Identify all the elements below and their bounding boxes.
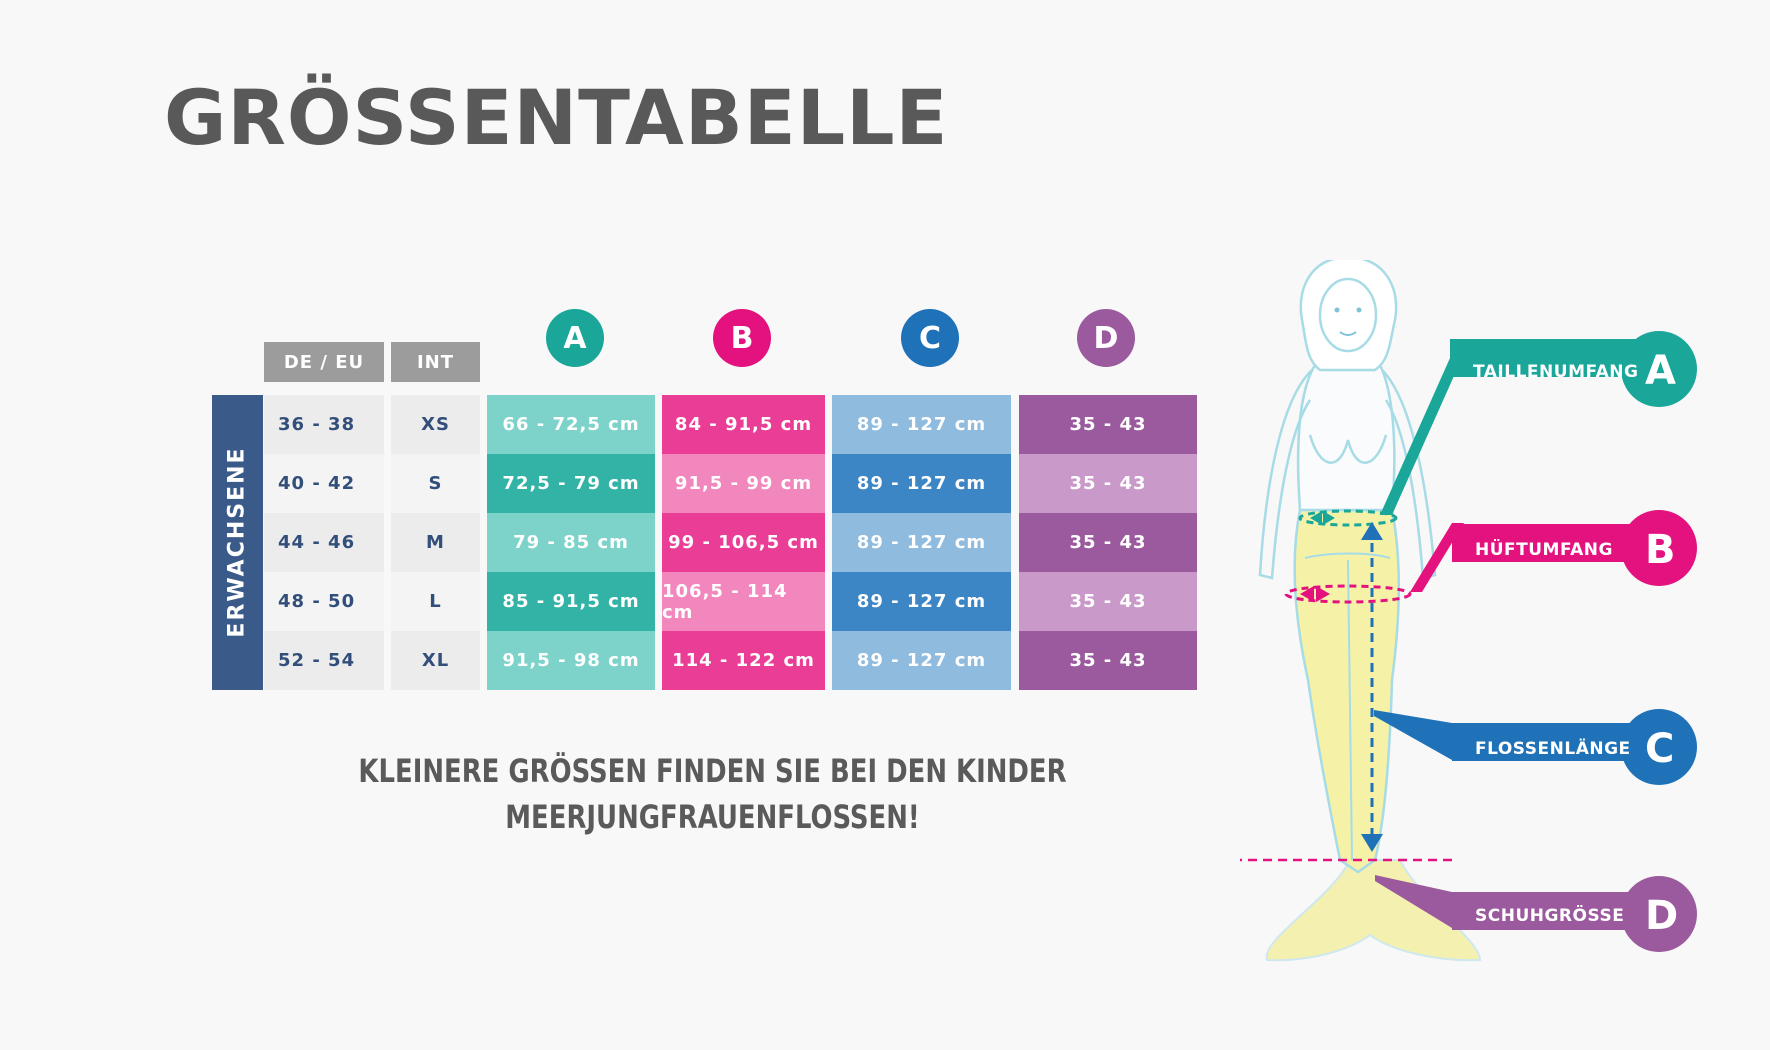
callout-c-letter: C bbox=[1645, 726, 1674, 772]
cell-int: XL bbox=[391, 631, 480, 690]
waist-measure-line bbox=[1298, 509, 1398, 527]
callout-d-banner bbox=[1452, 892, 1642, 930]
cell-int: XS bbox=[391, 395, 480, 454]
callout-c-circle bbox=[1621, 709, 1697, 785]
lower-body-shape bbox=[1293, 508, 1400, 874]
cell-d: 35 - 43 bbox=[1019, 395, 1197, 454]
cell-a: 72,5 - 79 cm bbox=[487, 454, 655, 513]
cell-b: 106,5 - 114 cm bbox=[662, 572, 825, 631]
cell-b: 84 - 91,5 cm bbox=[662, 395, 825, 454]
callout-d-letter: D bbox=[1645, 893, 1678, 939]
cell-de-eu: 40 - 42 bbox=[264, 454, 384, 513]
size-note-line-2: MEERJUNGFRAUENFLOSSEN! bbox=[505, 798, 920, 836]
callout-a-circle bbox=[1621, 331, 1697, 407]
cell-a: 91,5 - 98 cm bbox=[487, 631, 655, 690]
cell-b: 91,5 - 99 cm bbox=[662, 454, 825, 513]
cell-b: 99 - 106,5 cm bbox=[662, 513, 825, 572]
right-arm-shape bbox=[1381, 369, 1437, 580]
fin-length-arrow-down-icon bbox=[1361, 834, 1383, 852]
cell-d: 35 - 43 bbox=[1019, 572, 1197, 631]
leg-divider bbox=[1347, 559, 1353, 861]
cell-a: 66 - 72,5 cm bbox=[487, 395, 655, 454]
callout-b-pointer bbox=[1410, 523, 1464, 592]
left-eye bbox=[1334, 307, 1340, 313]
group-bar-adults: ERWACHSENE bbox=[212, 395, 263, 690]
cell-a: 79 - 85 cm bbox=[487, 513, 655, 572]
callout-a-letter: A bbox=[1645, 348, 1676, 394]
page-title: GRÖSSENTABELLE bbox=[164, 73, 949, 162]
callout-c-banner bbox=[1452, 723, 1642, 761]
left-arm-shape bbox=[1258, 369, 1313, 580]
waist-arrow-icon bbox=[1310, 511, 1335, 525]
callout-b-label: HÜFTUMFANG bbox=[1475, 538, 1613, 560]
cell-c: 89 - 127 cm bbox=[832, 631, 1011, 690]
cell-c: 89 - 127 cm bbox=[832, 572, 1011, 631]
cell-de-eu: 36 - 38 bbox=[264, 395, 384, 454]
cell-int: L bbox=[391, 572, 480, 631]
cell-int: M bbox=[391, 513, 480, 572]
cell-b: 114 - 122 cm bbox=[662, 631, 825, 690]
group-label: ERWACHSENE bbox=[224, 446, 250, 638]
cell-c: 89 - 127 cm bbox=[832, 395, 1011, 454]
hip-measure-line bbox=[1284, 584, 1412, 604]
torso-shape bbox=[1296, 363, 1396, 512]
fin-length-arrow-up-icon bbox=[1361, 522, 1383, 540]
header-int: INT bbox=[391, 342, 480, 382]
column-badge-b: B bbox=[713, 309, 771, 367]
callout-a-banner bbox=[1450, 339, 1640, 377]
cell-de-eu: 52 - 54 bbox=[264, 631, 384, 690]
cell-d: 35 - 43 bbox=[1019, 631, 1197, 690]
callout-b-letter: B bbox=[1645, 527, 1676, 573]
callout-c-label: FLOSSENLÄNGE bbox=[1475, 737, 1631, 759]
column-badge-c: C bbox=[901, 309, 959, 367]
cell-c: 89 - 127 cm bbox=[832, 454, 1011, 513]
callout-b-banner bbox=[1452, 524, 1642, 562]
cell-d: 35 - 43 bbox=[1019, 454, 1197, 513]
callout-d-circle bbox=[1621, 876, 1697, 952]
size-note: KLEINERE GRÖSSEN FINDEN SIE BEI DEN KIND… bbox=[240, 748, 1185, 840]
callout-a-pointer bbox=[1380, 358, 1462, 515]
callout-b-circle bbox=[1621, 510, 1697, 586]
cell-a: 85 - 91,5 cm bbox=[487, 572, 655, 631]
cell-c: 89 - 127 cm bbox=[832, 513, 1011, 572]
hip-arrow-icon bbox=[1300, 586, 1330, 602]
cell-d: 35 - 43 bbox=[1019, 513, 1197, 572]
callout-d-pointer bbox=[1375, 875, 1452, 928]
hip-line bbox=[1304, 552, 1391, 559]
callout-a-label: TAILLENUMFANG bbox=[1473, 362, 1639, 382]
cell-de-eu: 44 - 46 bbox=[264, 513, 384, 572]
size-note-line-1: KLEINERE GRÖSSEN FINDEN SIE BEI DEN KIND… bbox=[358, 752, 1067, 790]
callout-c-pointer bbox=[1374, 710, 1452, 760]
bikini-top-shape bbox=[1308, 434, 1388, 464]
column-badge-d: D bbox=[1077, 309, 1135, 367]
callout-d-label: SCHUHGRÖSSE bbox=[1475, 904, 1624, 926]
head-shape bbox=[1318, 277, 1378, 353]
cell-int: S bbox=[391, 454, 480, 513]
mouth bbox=[1339, 331, 1357, 336]
right-eye bbox=[1356, 307, 1362, 313]
mermaid-measurement-illustration: TAILLENUMFANG A HÜFTUMFANG B FLOSSENLÄNG… bbox=[1240, 260, 1697, 962]
column-badge-a: A bbox=[546, 309, 604, 367]
cell-de-eu: 48 - 50 bbox=[264, 572, 384, 631]
header-de-eu: DE / EU bbox=[264, 342, 384, 382]
